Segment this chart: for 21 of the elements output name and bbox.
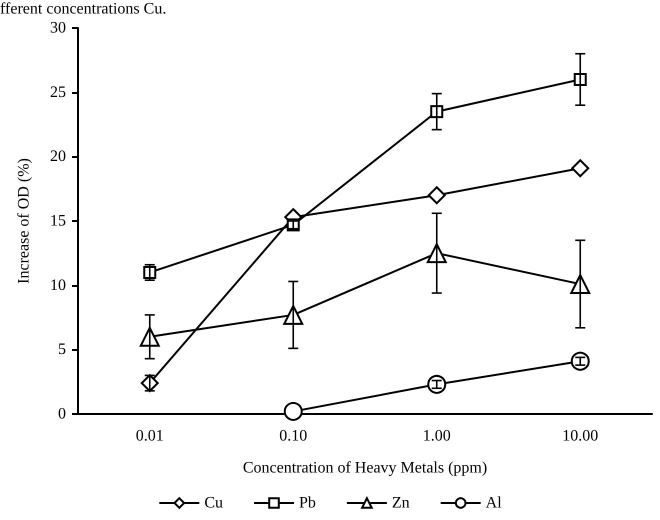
x-tick-label: 0.10 <box>279 428 308 444</box>
y-tick-label: 30 <box>50 20 66 36</box>
y-tick-label: 25 <box>50 84 66 101</box>
x-tick-label: 0.01 <box>136 428 164 444</box>
y-tick-label: 5 <box>58 341 66 358</box>
text: fferent concentrations Cu. <box>0 0 166 18</box>
y-tick-label: 15 <box>50 212 66 230</box>
legend-label: Pb <box>299 494 316 512</box>
legend-label: Zn <box>392 494 410 512</box>
point <box>571 159 590 178</box>
y-tick-label: 10 <box>50 276 66 294</box>
point <box>428 186 446 204</box>
point <box>284 402 303 421</box>
legend-label: Cu <box>204 494 223 512</box>
y-axis-title: Increase of OD (%) <box>16 158 32 284</box>
x-axis-title: Concentration of Heavy Metals (ppm) <box>242 460 488 476</box>
x-tick-label: 1.00 <box>422 428 451 444</box>
legend-label: Al <box>486 494 502 512</box>
x-tick-label: 10.00 <box>562 428 598 444</box>
y-tick-label: 0 <box>58 406 66 422</box>
y-tick-label: 20 <box>50 148 66 166</box>
